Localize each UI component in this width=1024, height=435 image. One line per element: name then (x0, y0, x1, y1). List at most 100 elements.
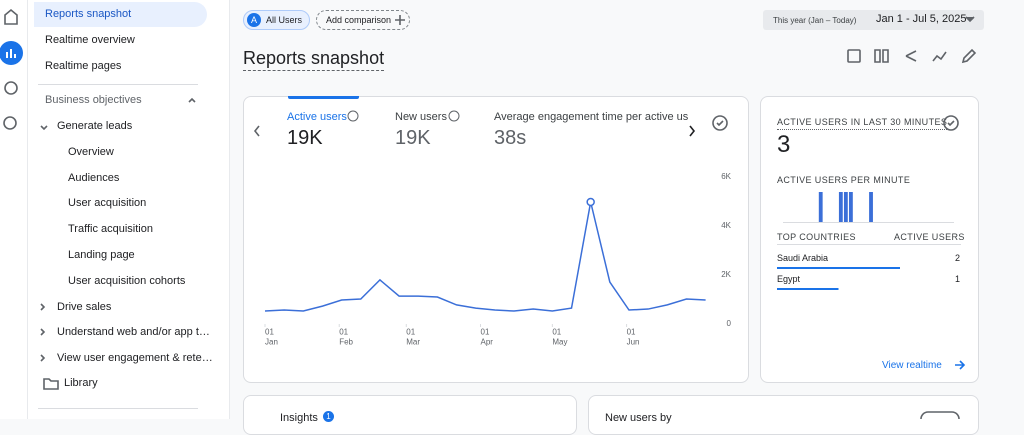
country-bar (777, 288, 839, 290)
x-tick-label-line: 01 (406, 328, 415, 337)
country-value: 1 (954, 274, 960, 284)
prev-arrow[interactable] (253, 125, 260, 137)
divider (777, 244, 961, 245)
bar (818, 192, 823, 222)
nav-item[interactable]: Library (64, 377, 98, 389)
nav-item[interactable]: Realtime pages (45, 60, 122, 72)
sidebar (28, 0, 230, 419)
country-name: Saudi Arabia (777, 253, 829, 263)
line-series (264, 201, 706, 312)
segment-initial: A (247, 13, 261, 27)
chart-title: ACTIVE USERS PER MINUTE (777, 175, 911, 185)
nav-section[interactable]: Business objectives (45, 94, 142, 106)
nav-group[interactable]: Understand web and/or app t… (57, 326, 210, 338)
caret (40, 125, 48, 131)
x-tick-label: 01 May (552, 328, 567, 347)
active-nav-bg (34, 2, 207, 27)
x-tick-label: 01 Feb (339, 328, 353, 347)
x-tick-label-line: May (552, 338, 567, 347)
chevron (188, 97, 196, 103)
nav-item[interactable]: Reports snapshot (45, 8, 132, 20)
x-tick-label: 01 Jan (265, 328, 278, 347)
metric-value: 19K (287, 127, 323, 149)
metric-label[interactable]: New users (395, 111, 447, 123)
nav-group[interactable]: View user engagement & rete… (57, 352, 213, 364)
compare-icon[interactable] (874, 49, 889, 63)
help-icon[interactable] (347, 110, 359, 122)
check-mark (716, 120, 724, 127)
x-tick-label-line: 01 (627, 328, 636, 337)
view-realtime-link[interactable]: View realtime (882, 360, 942, 371)
nav-group[interactable]: Drive sales (57, 301, 112, 313)
icons (3, 8, 977, 419)
divider (38, 84, 198, 85)
x-tick-label-line: 01 (552, 328, 561, 337)
explore-icon[interactable] (4, 81, 18, 95)
bar (843, 192, 848, 222)
check-icon[interactable] (712, 115, 728, 131)
nav-subitem[interactable]: Traffic acquisition (68, 223, 153, 235)
x-tick-label: 01 Jun (627, 328, 640, 347)
x-tick-label-line: 01 (265, 328, 274, 337)
x-tick-label-line: 01 (481, 328, 490, 337)
nav-subitem[interactable]: User acquisition cohorts (68, 275, 186, 287)
realtime-value: 3 (777, 131, 791, 158)
insights-badge: 1 (323, 411, 334, 422)
advertising-icon[interactable] (3, 116, 17, 130)
help-icon[interactable] (448, 110, 460, 122)
page-title: Reports snapshot (243, 48, 385, 71)
x-tick-label-line: 01 (339, 328, 348, 337)
nav-subitem[interactable]: User acquisition (68, 197, 147, 209)
check-icon[interactable] (943, 115, 959, 131)
date-picker[interactable] (763, 10, 984, 30)
customize-icon[interactable] (847, 49, 861, 63)
metric-value: 38s (494, 127, 527, 149)
country-value: 2 (954, 253, 960, 263)
metric-label[interactable]: Active users (287, 111, 347, 123)
nav-item[interactable]: Realtime overview (45, 34, 135, 46)
divider (38, 408, 198, 409)
overview-card (243, 96, 749, 383)
x-tick-label-line: Feb (339, 338, 353, 347)
icon-rail (0, 0, 28, 419)
next-arrow[interactable] (689, 125, 696, 137)
x-tick-label: 01 Mar (406, 328, 420, 347)
bar (869, 192, 873, 222)
insights-icon[interactable] (932, 51, 947, 62)
date-preset: This year (Jan – Today) (773, 16, 857, 25)
nav-group[interactable]: Generate leads (57, 120, 133, 132)
metric-value: 19K (395, 127, 431, 149)
nav-subitem[interactable]: Landing page (68, 249, 135, 261)
home-icon[interactable] (4, 8, 18, 25)
check-mark (947, 120, 955, 127)
y-tick-label: 4K (721, 221, 731, 230)
y-tick-label: 6K (721, 172, 731, 181)
edit-icon[interactable] (961, 48, 977, 64)
metric-label[interactable]: Average engagement time per active us (494, 111, 689, 123)
y-tick-label: 0 (727, 319, 732, 328)
add-comparison-chip[interactable] (316, 10, 410, 30)
nav-subitem[interactable]: Audiences (68, 172, 120, 184)
column-header: ACTIVE USERS (894, 232, 965, 242)
segment-chip[interactable] (243, 10, 310, 30)
folder-icon (43, 378, 59, 390)
country-name: Egypt (777, 274, 801, 284)
country-bar (777, 267, 900, 269)
x-tick-label: 01 Apr (481, 328, 494, 347)
column-header: TOP COUNTRIES (777, 232, 856, 242)
x-tick-label-line: Jan (265, 338, 278, 347)
y-tick-label: 2K (721, 270, 731, 279)
arrow-icon (955, 360, 966, 370)
bar (848, 192, 853, 222)
reports-glyph (6, 49, 16, 58)
segment-label: All Users (266, 15, 303, 25)
x-tick-label-line: Jun (627, 338, 640, 347)
add-comparison: Add comparison (326, 15, 392, 25)
nav-subitem[interactable]: Overview (68, 146, 114, 158)
x-tick-label-line: Apr (481, 338, 494, 347)
x-tick-label-line: Mar (406, 338, 420, 347)
share-icon[interactable] (905, 50, 917, 62)
plus-icon (395, 15, 405, 25)
toggle-icon[interactable] (920, 411, 960, 419)
date-range: Jan 1 - Jul 5, 2025 (876, 13, 967, 25)
